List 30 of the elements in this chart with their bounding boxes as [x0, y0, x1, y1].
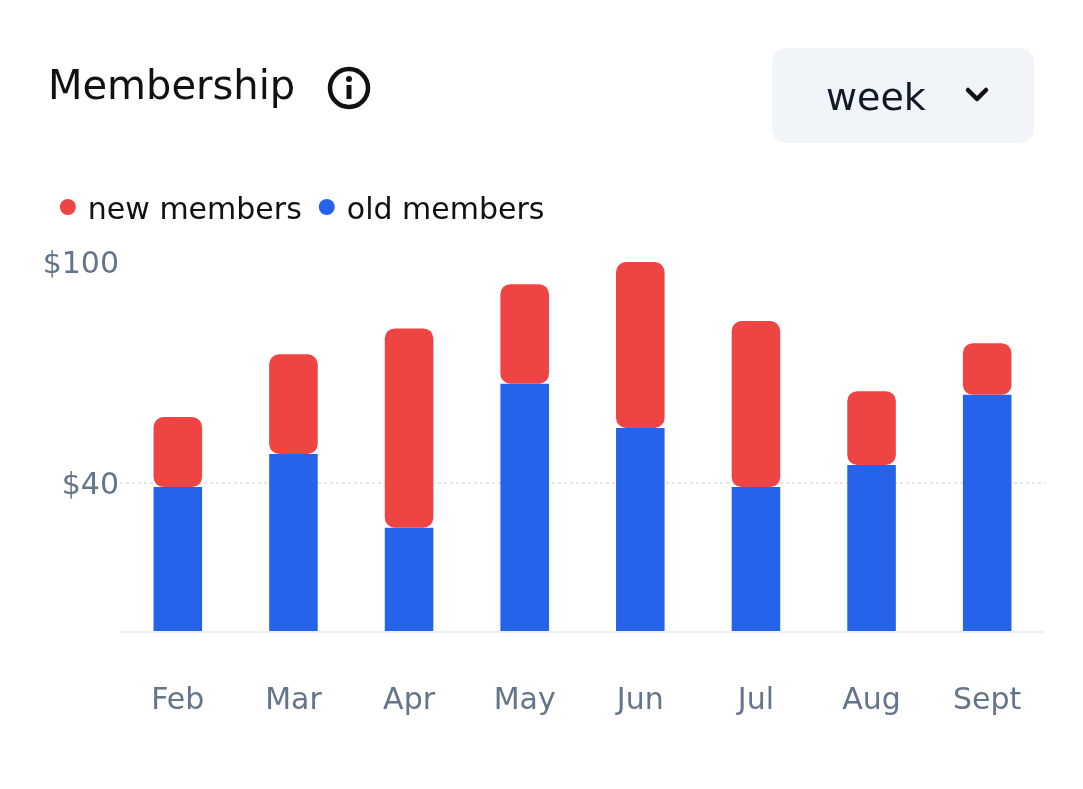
- x-tick-label: Jun: [614, 681, 664, 716]
- bar: [731, 487, 781, 631]
- dropdown-field: week: [772, 48, 1034, 143]
- bar: [153, 416, 203, 488]
- bar: [847, 391, 896, 465]
- x-tick-label: May: [493, 681, 556, 716]
- bar: [962, 343, 1012, 395]
- bar: [847, 464, 896, 631]
- x-tick-label: Apr: [383, 681, 436, 716]
- x-tick-label: Jul: [735, 681, 775, 716]
- bar: [962, 394, 1012, 631]
- chart-title: Membership: [48, 62, 296, 108]
- x-tick-label: Aug: [842, 681, 901, 716]
- bar: [384, 527, 434, 631]
- bar: [269, 354, 318, 454]
- y-tick-label: $100: [42, 244, 119, 280]
- bar: [500, 383, 549, 631]
- x-tick-label: Sept: [953, 681, 1022, 716]
- bar: [269, 453, 318, 631]
- x-tick-label: Feb: [151, 681, 205, 716]
- bar: [616, 428, 665, 631]
- legend-label: old members: [346, 190, 545, 226]
- x-tick-label: Mar: [265, 681, 323, 716]
- bar: [500, 284, 549, 384]
- bar: [731, 321, 781, 488]
- bar: [616, 262, 665, 429]
- bar: [153, 487, 203, 631]
- legend-label: new members: [87, 190, 302, 226]
- y-tick-label: $40: [61, 465, 119, 501]
- bar: [384, 328, 434, 528]
